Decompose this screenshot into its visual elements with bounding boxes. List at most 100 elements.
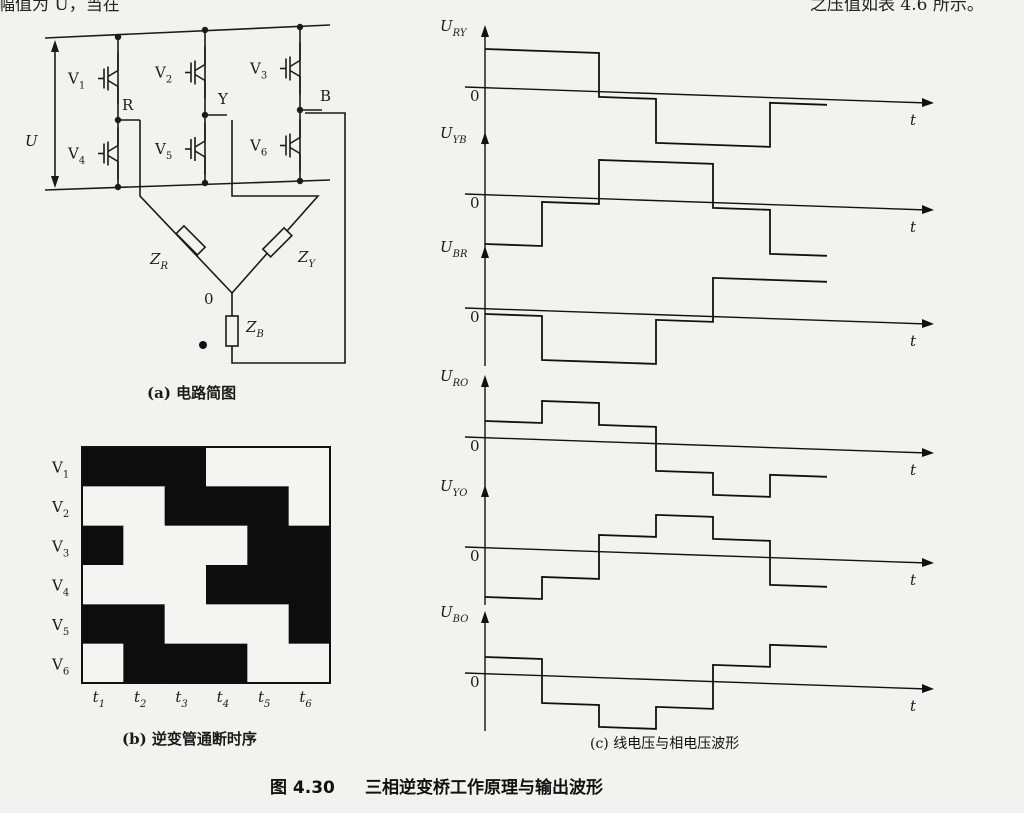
transistor-v4: V4 (67, 127, 119, 180)
junction-dot (114, 183, 122, 191)
timing-segment-off (288, 447, 331, 487)
timing-segment-off (247, 643, 290, 684)
timing-segment-on (288, 604, 331, 645)
y-phase-wire (231, 120, 320, 294)
load-label-zy: ZY (297, 248, 316, 270)
junction-dot (114, 33, 122, 41)
timing-segment-off (247, 604, 290, 645)
waveform-yb: UYB 0 t (440, 124, 934, 257)
timing-row-label: V5 (51, 616, 69, 638)
x-axis (464, 193, 929, 211)
time-axis-label: t (910, 332, 917, 350)
transistor-v1: V1 (67, 52, 119, 105)
waveform-br: UBR 0 t (440, 238, 934, 366)
junction-dot (201, 26, 209, 34)
timing-row-label: V3 (51, 537, 69, 559)
timing-time-label: t1 (93, 688, 105, 710)
transistor-v5-label: V5 (154, 140, 172, 162)
load-label-zb: ZB (245, 318, 264, 340)
node-label-r: R (122, 96, 134, 114)
negative-rail (44, 179, 331, 191)
timing-segment-on (247, 486, 290, 527)
timing-segment-off (288, 643, 331, 684)
x-axis (464, 546, 929, 564)
waveform-trace (484, 159, 828, 257)
timing-time-label: t5 (258, 688, 270, 710)
figure-title: 三相逆变桥工作原理与输出波形 (365, 777, 603, 798)
waveform-bo: UBO 0 t (440, 603, 934, 731)
waveform-trace (484, 513, 828, 600)
timing-segment-on (247, 565, 290, 605)
timing-segment-off (82, 486, 124, 527)
zero-label: 0 (470, 87, 480, 105)
timing-segment-off (82, 565, 124, 605)
transistor-v4-label: V4 (67, 145, 85, 167)
r-phase-wire (139, 120, 233, 294)
x-axis (464, 436, 929, 454)
timing-chart: V1 V2 V3 V4 V5 V6 t1 t2 t3 t4 t5 t6 (51, 446, 331, 710)
timing-time-label: t4 (217, 688, 229, 710)
transistor-v5: V5 (154, 123, 206, 175)
node-label-b: B (320, 87, 331, 105)
timing-segment-off (247, 447, 290, 487)
timing-segment-on (206, 565, 248, 605)
figure-number: 图 4.30 (270, 778, 335, 798)
timing-segment-off (164, 604, 207, 645)
timing-segment-off (206, 447, 248, 487)
timing-segment-on (164, 486, 207, 527)
timing-segment-on (82, 447, 124, 487)
timing-segment-off (123, 486, 166, 527)
timing-segment-off (123, 525, 166, 566)
timing-row-label: V6 (51, 655, 69, 677)
x-axis (464, 307, 929, 325)
caption-c: (c) 线电压与相电压波形 (590, 736, 739, 752)
waveform-yo: UYO 0 t (440, 477, 934, 605)
timing-segment-off (164, 525, 207, 566)
transistor-v6-label: V6 (249, 137, 267, 159)
neutral-label: 0 (204, 290, 214, 308)
x-axis (464, 86, 929, 104)
timing-segment-on (247, 525, 290, 566)
waveform-trace (484, 276, 828, 365)
waveform-trace (484, 643, 828, 730)
timing-time-label: t3 (175, 688, 187, 710)
timing-segment-on (123, 447, 166, 487)
header-left-text: 幅值为 U，当在 (0, 0, 120, 15)
load-zr (175, 224, 207, 256)
timing-segment-on (206, 486, 248, 527)
time-axis-label: t (910, 461, 917, 479)
waveform-ry: URY 0 t (440, 17, 934, 148)
timing-segment-on (288, 525, 331, 566)
load-zb (225, 315, 239, 347)
junction-dot (201, 179, 209, 187)
timing-segment-on (123, 643, 166, 684)
waveform-label: URY (440, 17, 468, 39)
zero-label: 0 (470, 194, 480, 212)
x-axis (464, 672, 929, 690)
load-label-zr: ZR (149, 250, 168, 272)
timing-row-label: V2 (51, 498, 69, 520)
time-axis-label: t (910, 571, 917, 589)
waveform-panel: URY 0 t UYB 0 t UBR 0 t URO 0 t UYO 0 t UBO 0 t (440, 17, 934, 731)
waveform-trace (484, 48, 828, 148)
timing-segment-off (206, 525, 248, 566)
waveform-label: URO (440, 367, 468, 389)
time-axis-label: t (910, 218, 917, 236)
timing-segment-off (164, 565, 207, 605)
timing-segment-on (288, 565, 331, 605)
transistor-v6: V6 (249, 119, 301, 172)
transistor-v3-label: V3 (249, 60, 267, 82)
junction-dot (296, 23, 304, 31)
caption-a: (a) 电路简图 (147, 384, 236, 402)
caption-b: (b) 逆变管通断时序 (122, 730, 257, 748)
ink-dot (199, 341, 207, 349)
zero-label: 0 (470, 673, 480, 691)
supply-label: U (25, 132, 39, 150)
timing-segment-on (123, 604, 166, 645)
transistor-v1-label: V1 (67, 70, 85, 92)
timing-row-label: V4 (51, 577, 69, 599)
transistor-v2: V2 (154, 46, 206, 99)
zero-label: 0 (470, 308, 480, 326)
load-zy (261, 226, 293, 258)
